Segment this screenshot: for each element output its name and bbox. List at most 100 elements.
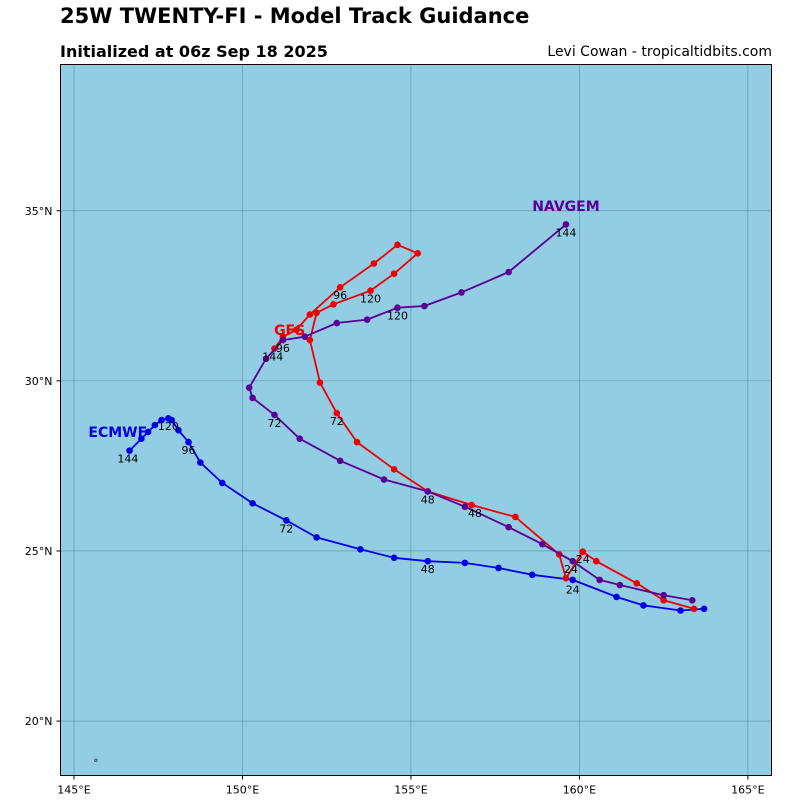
- ecmwf-track-point: [126, 447, 133, 454]
- navgem-hour-label: 144: [555, 226, 576, 239]
- navgem-track: [245, 221, 696, 604]
- gfs-track-point: [468, 501, 475, 509]
- ecmwf-hour-label: 72: [279, 522, 293, 535]
- ecmwf-track-point: [249, 500, 256, 507]
- ecmwf-track-point: [144, 428, 152, 436]
- gfs-track-point: [306, 311, 314, 318]
- navgem-hour-label: 120: [387, 310, 408, 323]
- navgem-track-point: [562, 221, 570, 228]
- ecmwf-track-point: [282, 517, 290, 524]
- gfs-track: [271, 241, 698, 613]
- navgem-track-point: [461, 503, 469, 511]
- navgem-track-point: [363, 316, 371, 323]
- gfs-track-point: [306, 336, 314, 344]
- navgem-hour-label: 96: [276, 342, 290, 355]
- chart-subtitle: Initialized at 06z Sep 18 2025: [60, 42, 328, 61]
- ocean-background: [60, 64, 772, 776]
- gfs-track-point: [330, 301, 337, 308]
- ecmwf-track-point: [357, 545, 364, 553]
- gfs-track-point: [690, 605, 698, 613]
- ecmwf-track-point: [175, 426, 182, 434]
- gfs-track-point: [562, 574, 570, 582]
- ecmwf-hour-label: 96: [182, 444, 196, 457]
- ecmwf-track-point: [528, 571, 536, 579]
- gfs-track-point: [316, 379, 324, 386]
- island-marker: [94, 758, 98, 762]
- y-tick-label: 20°N: [25, 715, 53, 728]
- navgem-track-point: [262, 355, 270, 363]
- gfs-hour-label: 120: [360, 293, 381, 306]
- ecmwf-track-point: [569, 576, 576, 584]
- x-tick-label: 150°E: [226, 784, 259, 797]
- track-labels: ECMWF 24 48 72 96 120 144 GFS 24 48 72 96 120 NAVGEM 2…: [88, 199, 599, 597]
- ecmwf-track-point: [677, 607, 684, 614]
- model-tracks: [126, 221, 708, 614]
- ecmwf-model-label: ECMWF: [88, 425, 147, 441]
- gfs-track-point: [353, 438, 361, 446]
- navgem-track-point: [279, 336, 287, 344]
- ecmwf-hour-label: 24: [566, 583, 580, 596]
- x-tick-label: 145°E: [57, 784, 90, 797]
- navgem-track-point: [505, 268, 512, 276]
- gfs-track-point: [313, 309, 320, 317]
- navgem-track-point: [616, 581, 624, 589]
- gfs-hour-label: 24: [576, 553, 590, 566]
- navgem-track-point: [394, 304, 401, 312]
- chart-title: 25W TWENTY-FI - Model Track Guidance: [60, 4, 530, 28]
- ecmwf-track-point: [424, 557, 432, 565]
- navgem-hour-label: 24: [564, 563, 578, 576]
- navgem-track-point: [380, 476, 388, 483]
- gfs-track-point: [512, 513, 519, 521]
- ecmwf-track-point: [218, 479, 226, 487]
- grid-lines: [60, 64, 772, 776]
- gfs-track-point: [336, 284, 344, 291]
- gfs-track-point: [293, 326, 300, 334]
- navgem-track-point: [336, 457, 344, 465]
- navgem-hour-label: 48: [421, 493, 435, 506]
- gfs-track-point: [390, 270, 398, 278]
- navgem-track-point: [689, 597, 696, 604]
- gfs-hour-label: 48: [468, 507, 482, 520]
- credit-text: Levi Cowan - tropicaltidbits.com: [547, 44, 772, 60]
- gfs-model-label: GFS: [274, 323, 305, 339]
- navgem-track-point: [505, 523, 512, 531]
- navgem-track-point: [271, 411, 278, 419]
- gfs-track-point: [592, 557, 600, 565]
- gfs-track-point: [390, 466, 398, 473]
- navgem-model-label: NAVGEM: [532, 199, 599, 215]
- navgem-track-point: [458, 289, 465, 296]
- navgem-track-point: [660, 591, 667, 599]
- navgem-track-point: [596, 576, 603, 584]
- y-tick-label: 35°N: [25, 205, 53, 218]
- x-tick-label: 165°E: [731, 784, 764, 797]
- gfs-track-point: [414, 250, 421, 257]
- x-tick-label: 155°E: [394, 784, 427, 797]
- ecmwf-track-point: [495, 564, 502, 572]
- x-tick-label: 160°E: [563, 784, 596, 797]
- ecmwf-track-point: [151, 421, 159, 429]
- islands: [94, 758, 98, 762]
- navgem-track-point: [296, 435, 304, 443]
- ecmwf-hour-label: 48: [421, 563, 435, 576]
- ecmwf-track-point: [185, 438, 192, 446]
- hour-label: 144: [262, 350, 283, 363]
- ecmwf-track-point: [613, 593, 620, 601]
- ecmwf-track-point: [158, 416, 165, 424]
- ecmwf-track-point: [165, 414, 172, 422]
- y-tick-label: 25°N: [25, 545, 53, 558]
- navgem-hour-label: 72: [267, 417, 281, 430]
- ecmwf-track-point: [197, 459, 204, 466]
- map-frame: [60, 64, 772, 776]
- ecmwf-track-point: [461, 559, 469, 567]
- gfs-track-point: [394, 241, 401, 249]
- gfs-hour-label: 96: [333, 289, 347, 302]
- y-tick-label: 30°N: [25, 375, 53, 388]
- gfs-hour-label: 72: [330, 415, 344, 428]
- ecmwf-track-point: [700, 605, 708, 613]
- navgem-track-point: [333, 319, 341, 327]
- navgem-track-point: [249, 394, 256, 402]
- navgem-track-point: [569, 557, 576, 565]
- gfs-track-point: [660, 597, 667, 604]
- navgem-track-point: [424, 488, 432, 495]
